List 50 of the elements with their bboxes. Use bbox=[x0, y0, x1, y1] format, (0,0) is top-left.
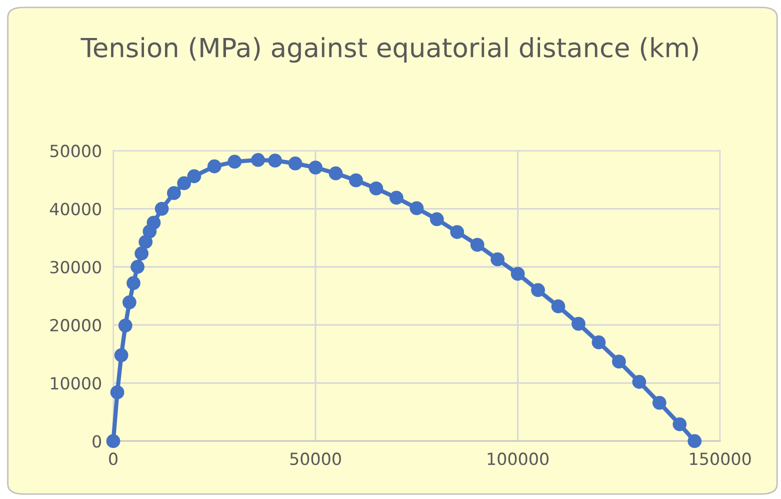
y-tick-label: 40000 bbox=[50, 202, 102, 216]
point bbox=[122, 295, 136, 310]
point bbox=[430, 212, 444, 226]
point bbox=[154, 202, 169, 216]
point bbox=[389, 190, 404, 205]
y-tick-label: 10000 bbox=[50, 376, 102, 390]
y-tick-label: 0 bbox=[92, 435, 102, 448]
point bbox=[207, 159, 222, 174]
point bbox=[110, 385, 124, 400]
x-tick-label: 100000 bbox=[488, 452, 549, 466]
point bbox=[490, 252, 505, 266]
point bbox=[612, 354, 626, 368]
point bbox=[652, 396, 666, 410]
point bbox=[531, 283, 545, 298]
y-tick-label: 20000 bbox=[50, 318, 102, 332]
x-tick-label: 0 bbox=[109, 452, 118, 466]
point bbox=[166, 186, 181, 200]
point bbox=[510, 266, 525, 281]
point bbox=[118, 318, 132, 332]
point bbox=[134, 246, 149, 260]
point bbox=[349, 173, 363, 188]
point bbox=[572, 316, 586, 331]
point bbox=[410, 201, 424, 216]
point bbox=[632, 374, 646, 389]
point bbox=[470, 238, 484, 252]
point bbox=[114, 348, 128, 362]
point bbox=[551, 299, 566, 314]
point bbox=[268, 154, 282, 168]
point bbox=[688, 434, 702, 448]
point bbox=[288, 156, 302, 170]
x-tick-label: 150000 bbox=[690, 452, 751, 466]
point bbox=[138, 234, 153, 249]
point bbox=[251, 153, 265, 167]
point bbox=[146, 216, 161, 230]
point bbox=[187, 169, 202, 184]
point bbox=[228, 154, 242, 169]
point bbox=[106, 434, 120, 448]
point bbox=[672, 417, 687, 432]
y-tick-label: 30000 bbox=[50, 260, 102, 274]
point bbox=[130, 260, 144, 274]
point bbox=[177, 176, 191, 190]
chart-title: Tension (MPa) against equatorial distance (km) bbox=[80, 37, 698, 63]
point bbox=[126, 276, 140, 290]
point bbox=[328, 166, 343, 180]
point bbox=[450, 225, 464, 239]
y-tick-label: 50000 bbox=[50, 144, 102, 158]
point bbox=[369, 182, 384, 196]
point bbox=[592, 335, 606, 350]
x-tick-label: 50000 bbox=[290, 452, 341, 466]
point bbox=[308, 160, 322, 174]
